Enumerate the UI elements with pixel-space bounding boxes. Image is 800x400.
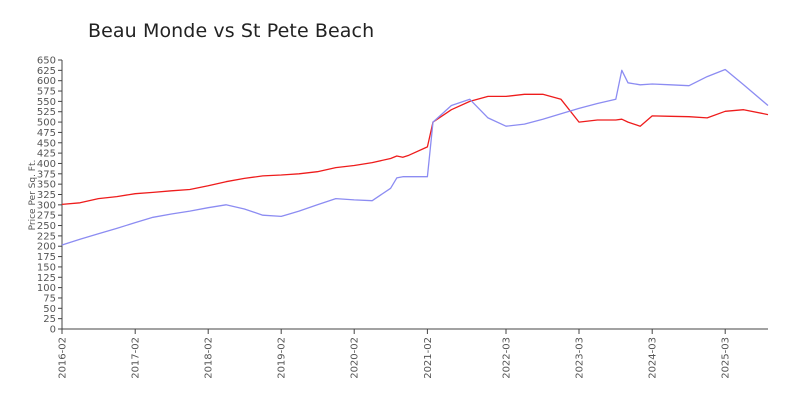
y-tick-label: 600 — [37, 76, 56, 87]
x-tick-label: 2017-02 — [131, 337, 142, 379]
y-tick-label: 125 — [37, 273, 56, 284]
y-tick-label: 325 — [37, 190, 56, 201]
chart-axes — [61, 60, 768, 330]
y-tick-label: 150 — [37, 262, 56, 273]
y-tick-label: 575 — [37, 87, 56, 98]
y-tick-label: 425 — [37, 149, 56, 160]
y-tick-label: 300 — [37, 200, 56, 211]
y-tick-label: 175 — [37, 252, 56, 263]
series-layer — [61, 68, 769, 246]
x-tick-label: 2020-02 — [350, 337, 361, 379]
series-line-red — [61, 93, 769, 206]
y-tick-label: 50 — [43, 304, 56, 315]
y-tick-label: 350 — [37, 180, 56, 191]
series-line-blue — [61, 68, 769, 246]
y-tick-label: 625 — [37, 66, 56, 77]
x-tick-label: 2023-03 — [575, 337, 586, 379]
y-tick-label: 75 — [43, 293, 56, 304]
y-tick-label: 650 — [37, 56, 56, 67]
y-tick-label: 375 — [37, 169, 56, 180]
x-tick-label: 2022-03 — [502, 337, 513, 379]
x-tick-label: 2018-02 — [204, 337, 215, 379]
x-tick-label: 2016-02 — [58, 337, 69, 379]
chart-title: Beau Monde vs St Pete Beach — [88, 20, 375, 42]
y-tick-label: 450 — [37, 138, 56, 149]
x-tick-label: 2025-03 — [721, 337, 732, 379]
y-tick-label: 0 — [50, 325, 56, 336]
y-tick-label: 100 — [37, 283, 56, 294]
y-axis-title: Price Per Sq. Ft. — [28, 160, 38, 231]
y-tick-label: 25 — [43, 314, 56, 325]
y-tick-label: 400 — [37, 159, 56, 170]
x-tick-label: 2024-03 — [648, 337, 659, 379]
y-tick-label: 550 — [37, 97, 56, 108]
y-tick-label: 500 — [37, 118, 56, 129]
x-tick-label: 2019-02 — [277, 337, 288, 379]
y-tick-label: 525 — [37, 107, 56, 118]
x-tick-label: 2021-02 — [423, 337, 434, 379]
y-tick-label: 275 — [37, 211, 56, 222]
y-tick-label: 475 — [37, 128, 56, 139]
y-tick-label: 250 — [37, 221, 56, 232]
y-axis-ticks: 0255075100125150175200225250275300325350… — [37, 56, 62, 336]
x-axis-ticks: 2016-02 2017-02 2018-02 2019-02 2020-02 2021-… — [58, 329, 732, 379]
y-tick-label: 200 — [37, 242, 56, 253]
y-tick-label: 225 — [37, 231, 56, 242]
